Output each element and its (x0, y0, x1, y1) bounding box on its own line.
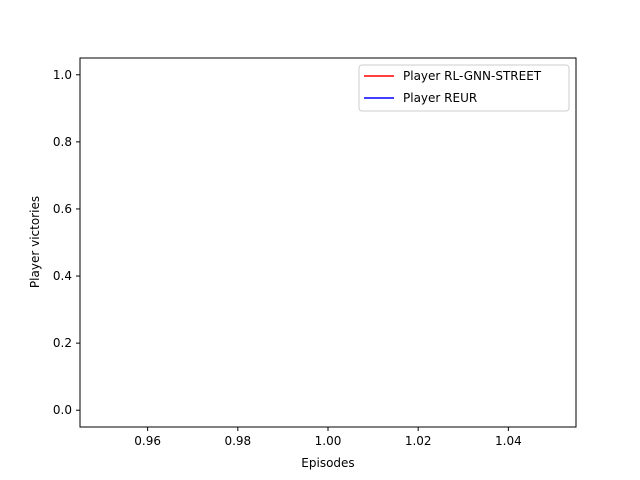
legend-label: Player RL-GNN-STREET (403, 69, 542, 83)
x-axis-ticks: 0.96 0.98 1.00 1.02 1.04 (134, 427, 522, 448)
x-tick-label: 1.00 (315, 434, 342, 448)
y-tick-label: 0.6 (53, 202, 72, 216)
y-tick-label: 0.8 (53, 135, 72, 149)
x-tick-label: 0.96 (134, 434, 161, 448)
legend: Player RL-GNN-STREET Player REUR (358, 64, 570, 112)
y-axis-label: Player victories (28, 196, 42, 288)
y-tick-label: 1.0 (53, 68, 72, 82)
legend-label: Player REUR (403, 91, 477, 105)
legend-box (358, 64, 570, 112)
x-axis-label: Episodes (301, 456, 354, 470)
x-tick-label: 0.98 (224, 434, 251, 448)
y-tick-label: 0.4 (53, 269, 72, 283)
y-tick-label: 0.2 (53, 336, 72, 350)
y-tick-label: 0.0 (53, 403, 72, 417)
y-axis-ticks: 0.0 0.2 0.4 0.6 0.8 1.0 (53, 68, 80, 417)
x-tick-label: 1.02 (405, 434, 432, 448)
x-tick-label: 1.04 (495, 434, 522, 448)
